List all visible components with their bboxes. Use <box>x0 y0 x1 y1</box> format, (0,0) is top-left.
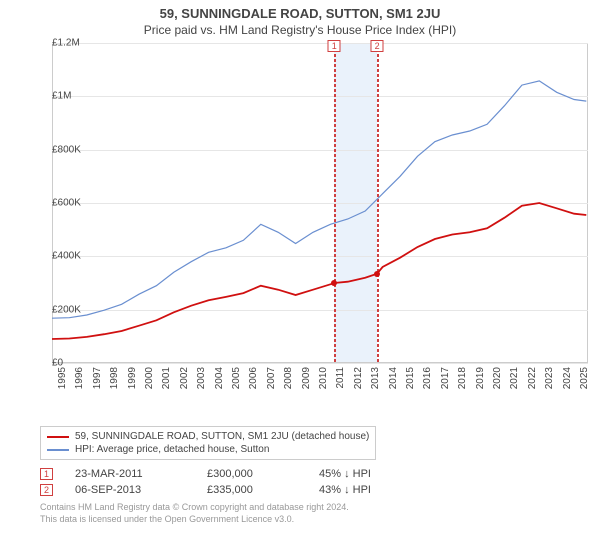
y-axis-label: £1.2M <box>52 38 56 49</box>
transaction-date: 06-SEP-2013 <box>75 484 185 496</box>
transaction-date: 23-MAR-2011 <box>75 468 185 480</box>
marker-line <box>334 44 336 362</box>
data-point <box>374 271 380 277</box>
legend-item: 59, SUNNINGDALE ROAD, SUTTON, SM1 2JU (d… <box>47 430 369 443</box>
transaction-marker: 2 <box>40 484 53 496</box>
x-axis-label: 2001 <box>159 367 172 389</box>
gridline-y <box>52 203 588 204</box>
transaction-row: 2 06-SEP-2013 £335,000 43% ↓ HPI <box>40 482 600 498</box>
x-axis-label: 2012 <box>351 367 364 389</box>
x-axis-label: 2011 <box>333 367 346 389</box>
transaction-price: £335,000 <box>207 484 297 496</box>
legend-swatch <box>47 436 69 438</box>
x-axis-label: 2022 <box>525 367 538 389</box>
x-axis-label: 2015 <box>403 367 416 389</box>
x-axis-label: 2002 <box>177 367 190 389</box>
x-axis-label: 2021 <box>507 367 520 389</box>
x-axis-label: 2014 <box>386 367 399 389</box>
marker-badge: 1 <box>328 40 341 52</box>
x-axis-label: 2019 <box>473 367 486 389</box>
footer-line-2: This data is licensed under the Open Gov… <box>40 514 600 526</box>
y-axis-label: £800K <box>52 144 56 155</box>
x-axis-label: 2025 <box>577 367 590 389</box>
x-axis-label: 2016 <box>420 367 433 389</box>
x-axis-label: 2010 <box>316 367 329 389</box>
legend: 59, SUNNINGDALE ROAD, SUTTON, SM1 2JU (d… <box>40 426 376 460</box>
legend-label: HPI: Average price, detached house, Sutt… <box>75 444 269 455</box>
x-axis-label: 2003 <box>194 367 207 389</box>
gridline-y <box>52 310 588 311</box>
gridline-y <box>52 363 588 364</box>
x-axis-label: 2007 <box>264 367 277 389</box>
x-axis-label: 1998 <box>107 367 120 389</box>
x-axis-label: 1999 <box>125 367 138 389</box>
legend-label: 59, SUNNINGDALE ROAD, SUTTON, SM1 2JU (d… <box>75 431 369 442</box>
y-axis-label: £600K <box>52 198 56 209</box>
transaction-price: £300,000 <box>207 468 297 480</box>
x-axis-label: 2000 <box>142 367 155 389</box>
x-axis-label: 1995 <box>55 367 68 389</box>
footer: Contains HM Land Registry data © Crown c… <box>40 502 600 525</box>
legend-swatch <box>47 449 69 451</box>
gridline-y <box>52 150 588 151</box>
y-axis-label: £200K <box>52 304 56 315</box>
x-axis-label: 2009 <box>299 367 312 389</box>
x-axis-label: 2006 <box>246 367 259 389</box>
x-axis-label: 2023 <box>542 367 555 389</box>
transaction-row: 1 23-MAR-2011 £300,000 45% ↓ HPI <box>40 466 600 482</box>
marker-line <box>377 44 379 362</box>
page-subtitle: Price paid vs. HM Land Registry's House … <box>0 21 600 43</box>
x-axis-label: 1997 <box>90 367 103 389</box>
x-axis-label: 2008 <box>281 367 294 389</box>
gridline-y <box>52 256 588 257</box>
x-axis-label: 2004 <box>212 367 225 389</box>
transaction-delta: 45% ↓ HPI <box>319 468 371 480</box>
y-axis-label: £400K <box>52 251 56 262</box>
x-axis-label: 1996 <box>72 367 85 389</box>
x-axis-label: 2024 <box>560 367 573 389</box>
x-axis-label: 2017 <box>438 367 451 389</box>
data-point <box>331 280 337 286</box>
gridline-y <box>52 96 588 97</box>
page-title: 59, SUNNINGDALE ROAD, SUTTON, SM1 2JU <box>0 0 600 21</box>
transaction-marker: 1 <box>40 468 53 480</box>
footer-line-1: Contains HM Land Registry data © Crown c… <box>40 502 600 514</box>
marker-badge: 2 <box>371 40 384 52</box>
y-axis-label: £1M <box>52 91 56 102</box>
transaction-delta: 43% ↓ HPI <box>319 484 371 496</box>
x-axis-label: 2013 <box>368 367 381 389</box>
chart: £0£200K£400K£600K£800K£1M£1.2M1995199619… <box>28 43 588 388</box>
transactions-table: 1 23-MAR-2011 £300,000 45% ↓ HPI 2 06-SEP-201… <box>40 466 600 498</box>
x-axis-label: 2018 <box>455 367 468 389</box>
gridline-y <box>52 43 588 44</box>
legend-item: HPI: Average price, detached house, Sutt… <box>47 443 369 456</box>
x-axis-label: 2020 <box>490 367 503 389</box>
x-axis-label: 2005 <box>229 367 242 389</box>
